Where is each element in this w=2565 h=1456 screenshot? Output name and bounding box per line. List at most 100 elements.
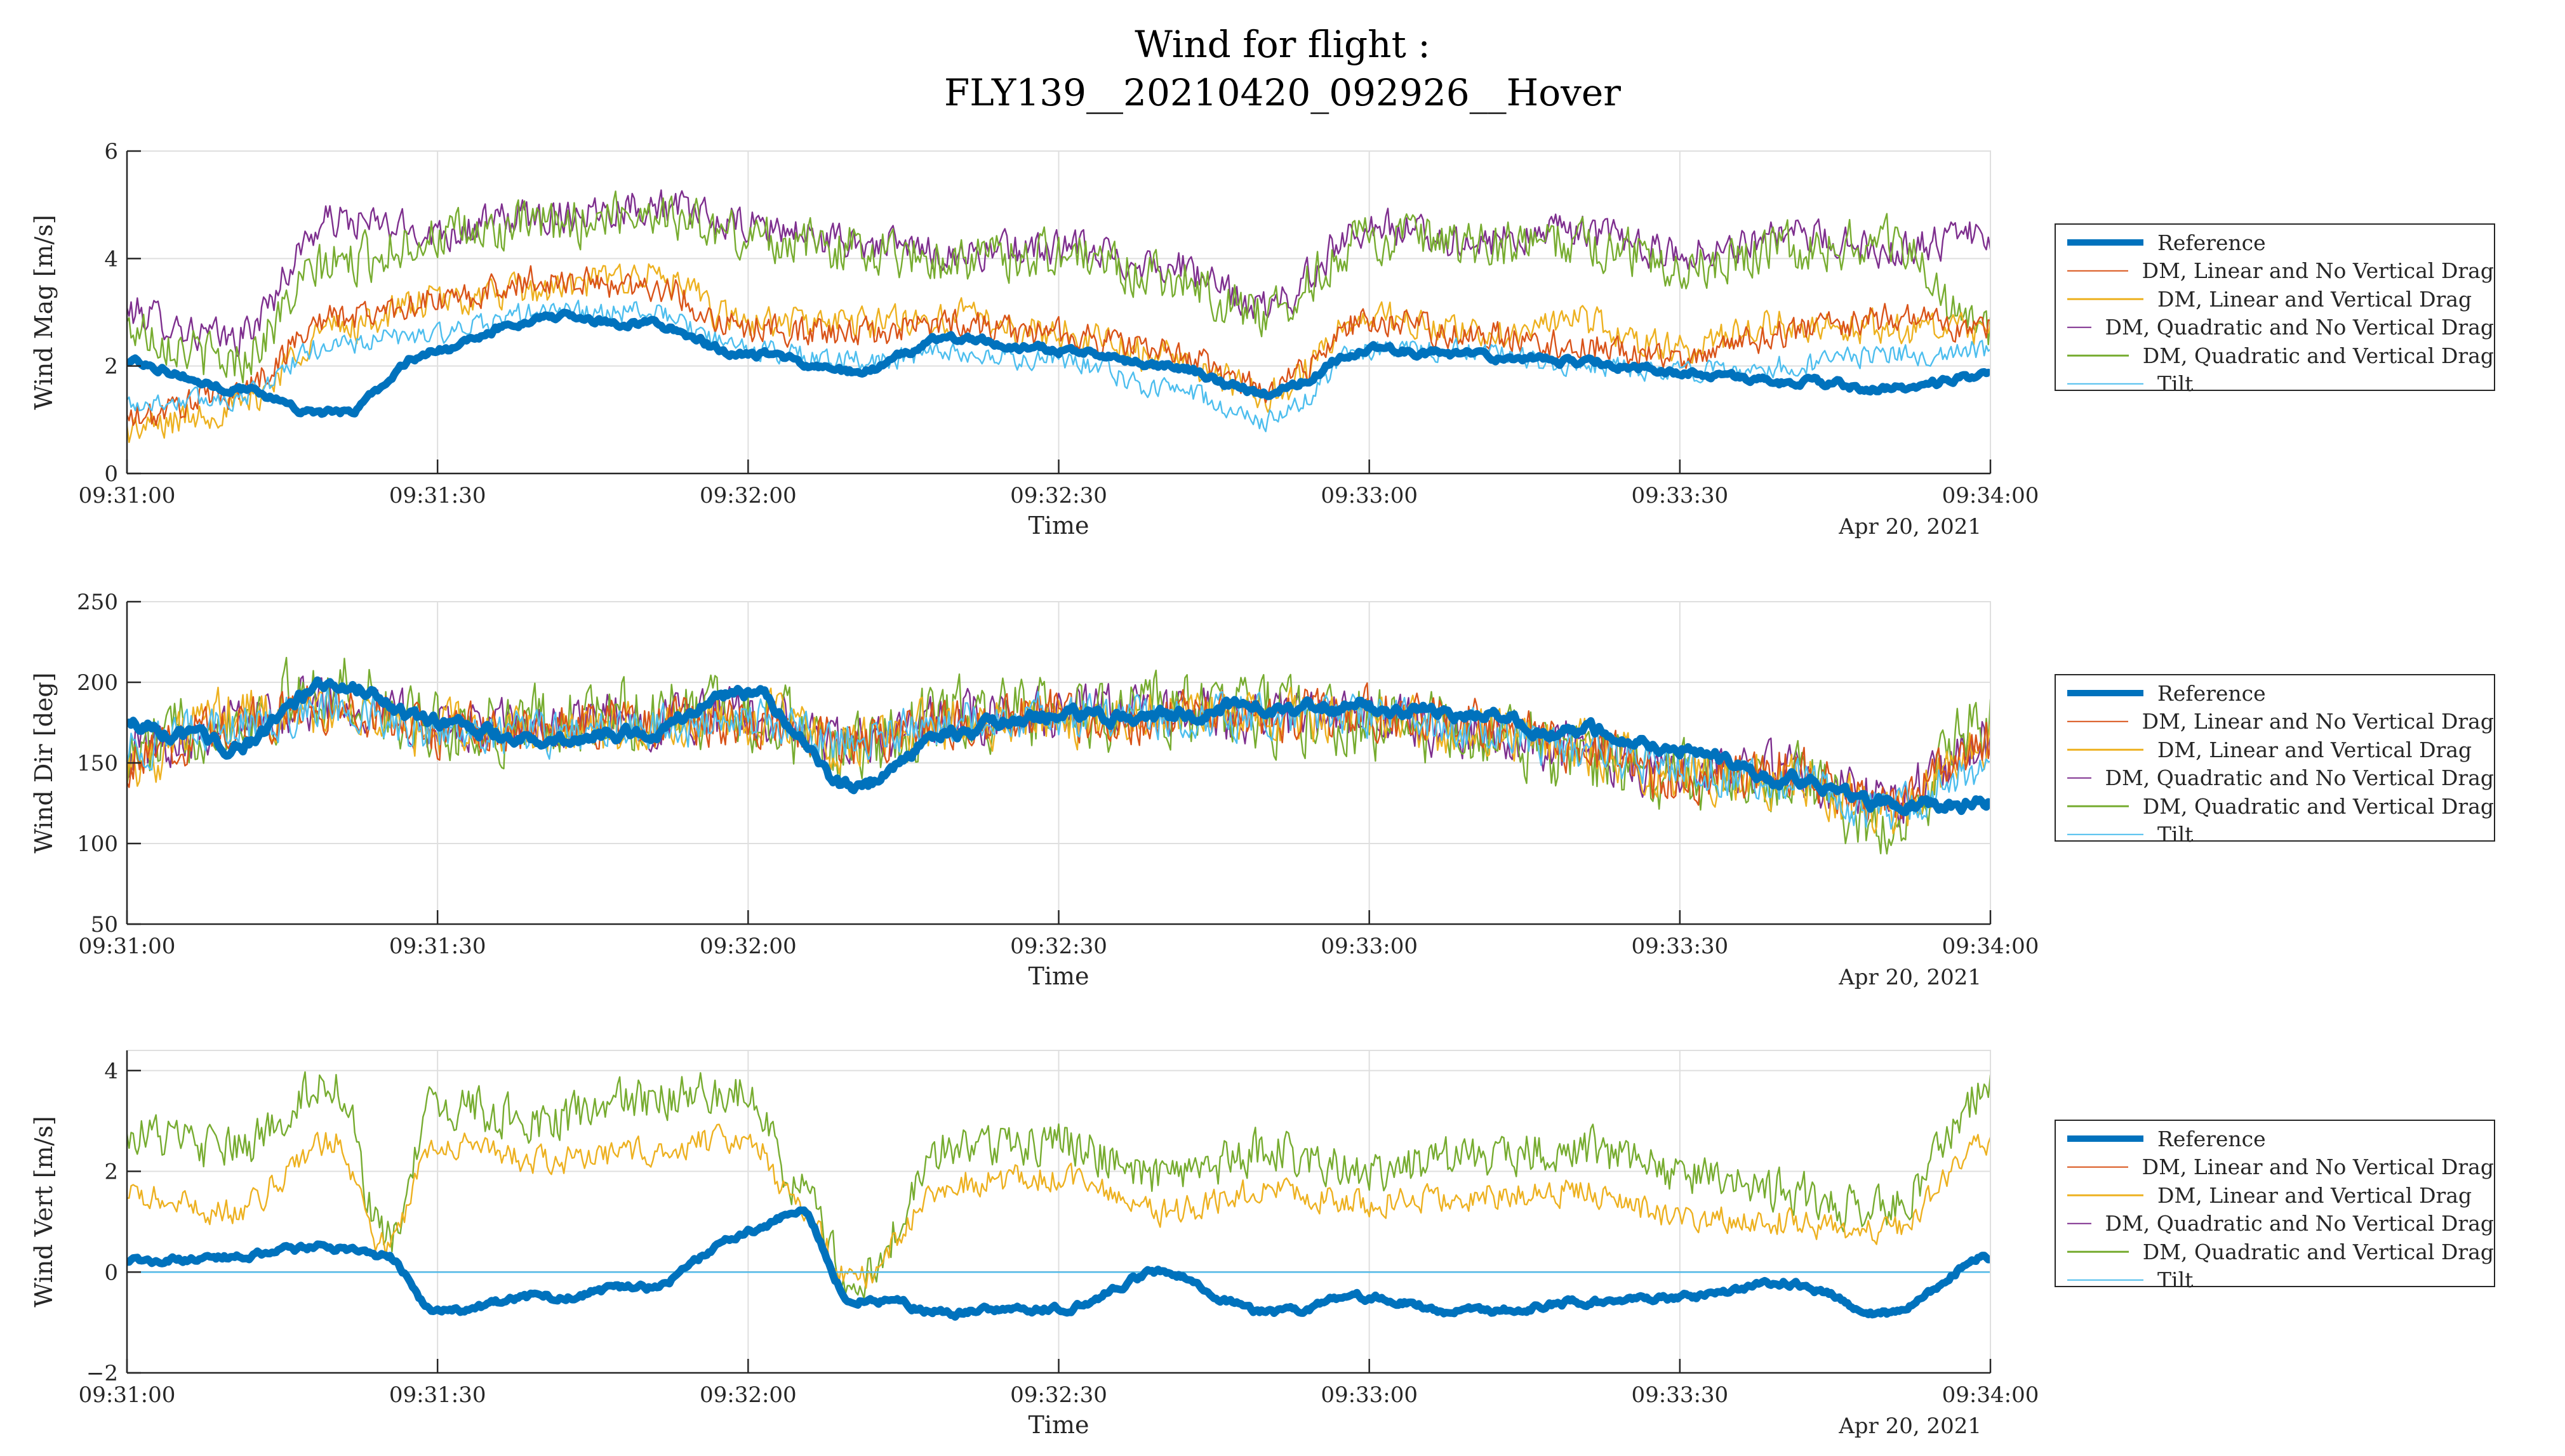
x-tick-label: 09:34:00 — [1942, 1382, 2039, 1408]
legend-entry: DM, Linear and Vertical Drag — [2056, 736, 2494, 764]
series-line-reference — [127, 676, 1990, 816]
legend-label: DM, Linear and Vertical Drag — [2157, 1182, 2472, 1208]
x-tick-label: 09:34:00 — [1942, 483, 2039, 508]
series-line-dm-linear-and-vertical-drag — [127, 263, 1990, 443]
legend-entry: Reference — [2056, 1125, 2494, 1153]
legend-swatch — [2067, 774, 2091, 782]
y-tick-label: 100 — [77, 831, 118, 857]
chart-wind-vert: 09:31:00 09:31:30 09:32:00 09:32:30 09:33:00… — [30, 1050, 2039, 1439]
x-tick-label: 09:33:30 — [1631, 483, 1728, 508]
y-tick-label: 150 — [77, 751, 118, 776]
x-tick-label: 09:32:00 — [700, 483, 797, 508]
y-tick-label: 250 — [77, 590, 118, 615]
x-tick-label: 09:32:00 — [700, 934, 797, 959]
x-tick-label: 09:31:00 — [79, 483, 176, 508]
legend-swatch — [2067, 831, 2143, 838]
legend-swatch — [2067, 718, 2128, 725]
legend-label: DM, Linear and No Vertical Drag — [2142, 709, 2494, 734]
figure-title-line1: Wind for flight : — [1135, 23, 1430, 66]
legend-entry: DM, Linear and No Vertical Drag — [2056, 257, 2494, 286]
series-line-tilt — [127, 300, 1990, 432]
legend-entry: DM, Quadratic and Vertical Drag — [2056, 1238, 2494, 1266]
legend-entry: DM, Linear and No Vertical Drag — [2056, 708, 2494, 736]
series-line-dm-linear-and-vertical-drag — [127, 1123, 1990, 1289]
x-tick-label: 09:33:30 — [1631, 1382, 1728, 1408]
legend-swatch — [2067, 689, 2143, 697]
legend-swatch — [2067, 802, 2129, 810]
legend-swatch — [2067, 1163, 2128, 1171]
chart-wind-mag: 09:31:00 09:31:30 09:32:00 09:32:30 09:33:00… — [30, 139, 2039, 539]
x-tick-label: 09:33:00 — [1321, 1382, 1418, 1408]
y-tick-label: −2 — [86, 1361, 118, 1386]
x-tick-label: 09:31:00 — [79, 1382, 176, 1408]
x-tick-label: 09:32:00 — [700, 1382, 797, 1408]
y-tick-label: 0 — [104, 461, 118, 487]
x-tick-label: 09:31:00 — [79, 934, 176, 959]
legend-entry: DM, Linear and Vertical Drag — [2056, 1181, 2494, 1210]
x-tick-label: 09:31:30 — [389, 934, 486, 959]
x-tick-label: 09:32:30 — [1010, 483, 1107, 508]
legend-swatch — [2067, 746, 2143, 753]
legend-label: DM, Linear and Vertical Drag — [2157, 286, 2472, 312]
date-label: Apr 20, 2021 — [1838, 1413, 1982, 1439]
legend-entry: Reference — [2056, 228, 2494, 257]
legend-entry: DM, Quadratic and Vertical Drag — [2056, 792, 2494, 821]
chart-wind-dir: 09:31:00 09:31:30 09:32:00 09:32:30 09:33:00… — [30, 590, 2039, 990]
legend-label: Reference — [2157, 1126, 2266, 1151]
legend-entry: Tilt — [2056, 1266, 2494, 1295]
y-tick-label: 200 — [77, 670, 118, 696]
y-tick-label: 6 — [104, 139, 118, 164]
x-tick-label: 09:33:00 — [1321, 483, 1418, 508]
legend-entry: DM, Linear and No Vertical Drag — [2056, 1153, 2494, 1182]
legend-entry: DM, Quadratic and No Vertical Drag — [2056, 314, 2494, 342]
legend-entry: Tilt — [2056, 821, 2494, 849]
series-line-dm-quadratic-and-vertical-drag — [127, 1071, 1990, 1300]
legend-entry: Tilt — [2056, 370, 2494, 399]
legend-label: DM, Quadratic and No Vertical Drag — [2105, 765, 2495, 791]
legend-swatch — [2067, 1191, 2143, 1199]
legend-entry: Reference — [2056, 679, 2494, 708]
x-axis-label: Time — [1028, 1411, 1089, 1439]
legend-label: Tilt — [2157, 1267, 2194, 1293]
x-axis-label: Time — [1028, 962, 1089, 990]
y-tick-label: 2 — [104, 354, 118, 380]
series-group — [127, 1071, 1990, 1321]
legend-entry: DM, Quadratic and No Vertical Drag — [2056, 764, 2494, 793]
legend-label: DM, Quadratic and No Vertical Drag — [2105, 315, 2495, 340]
legend-swatch — [2067, 1220, 2091, 1228]
legend-swatch — [2067, 1248, 2129, 1255]
legend-swatch — [2067, 239, 2143, 246]
y-axis-label: Wind Dir [deg] — [30, 672, 58, 853]
legend-entry: DM, Linear and Vertical Drag — [2056, 285, 2494, 314]
series-line-reference — [127, 308, 1990, 418]
x-tick-label: 09:33:00 — [1321, 934, 1418, 959]
legend-label: DM, Linear and Vertical Drag — [2157, 737, 2472, 762]
legend-swatch — [2067, 1135, 2143, 1142]
legend-wind-dir: Reference DM, Linear and No Vertical Drag… — [2055, 674, 2495, 847]
legend-swatch — [2067, 324, 2091, 331]
legend-label: DM, Quadratic and Vertical Drag — [2142, 343, 2494, 368]
legend-entry: DM, Quadratic and Vertical Drag — [2056, 341, 2494, 370]
legend-swatch — [2067, 295, 2143, 303]
legend-label: DM, Quadratic and Vertical Drag — [2142, 1239, 2494, 1264]
legend-label: Tilt — [2157, 371, 2194, 397]
date-label: Apr 20, 2021 — [1838, 965, 1982, 990]
y-tick-label: 4 — [104, 246, 118, 272]
series-line-dm-linear-and-no-vertical-drag — [127, 265, 1990, 427]
series-line-reference — [127, 1206, 1990, 1321]
legend-label: DM, Linear and No Vertical Drag — [2142, 1155, 2494, 1180]
series-line-dm-quadratic-and-vertical-drag — [127, 190, 1990, 384]
date-label: Apr 20, 2021 — [1838, 514, 1982, 539]
series-group — [127, 656, 1990, 855]
legend-label: Tilt — [2157, 822, 2194, 847]
y-tick-label: 50 — [91, 912, 118, 937]
y-axis-label: Wind Vert [m/s] — [30, 1116, 58, 1307]
legend-swatch — [2067, 267, 2128, 275]
legend-label: DM, Linear and No Vertical Drag — [2142, 258, 2494, 284]
y-tick-label: 4 — [104, 1059, 118, 1084]
legend-swatch — [2067, 352, 2129, 359]
x-tick-label: 09:32:30 — [1010, 1382, 1107, 1408]
x-tick-label: 09:34:00 — [1942, 934, 2039, 959]
y-tick-label: 0 — [104, 1260, 118, 1285]
legend-swatch — [2067, 380, 2143, 388]
